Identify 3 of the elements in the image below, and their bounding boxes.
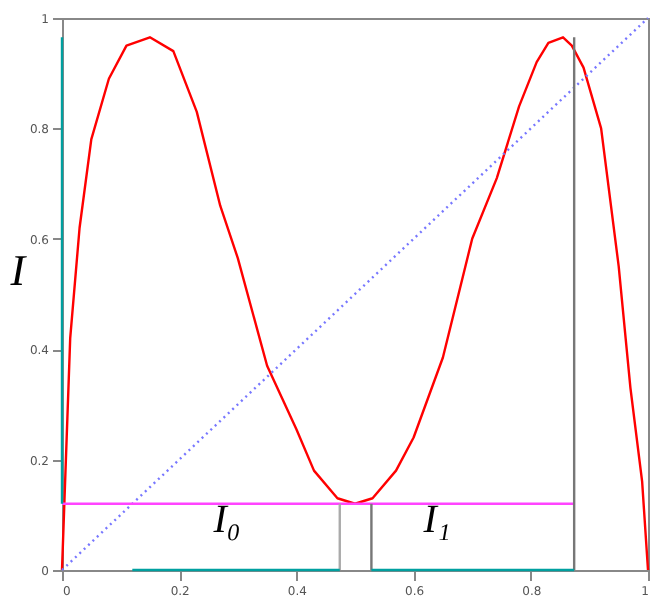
annotation: I₁ (421, 498, 451, 543)
annotation: I₀ (211, 498, 241, 543)
y-axis-title: I (8, 245, 29, 295)
